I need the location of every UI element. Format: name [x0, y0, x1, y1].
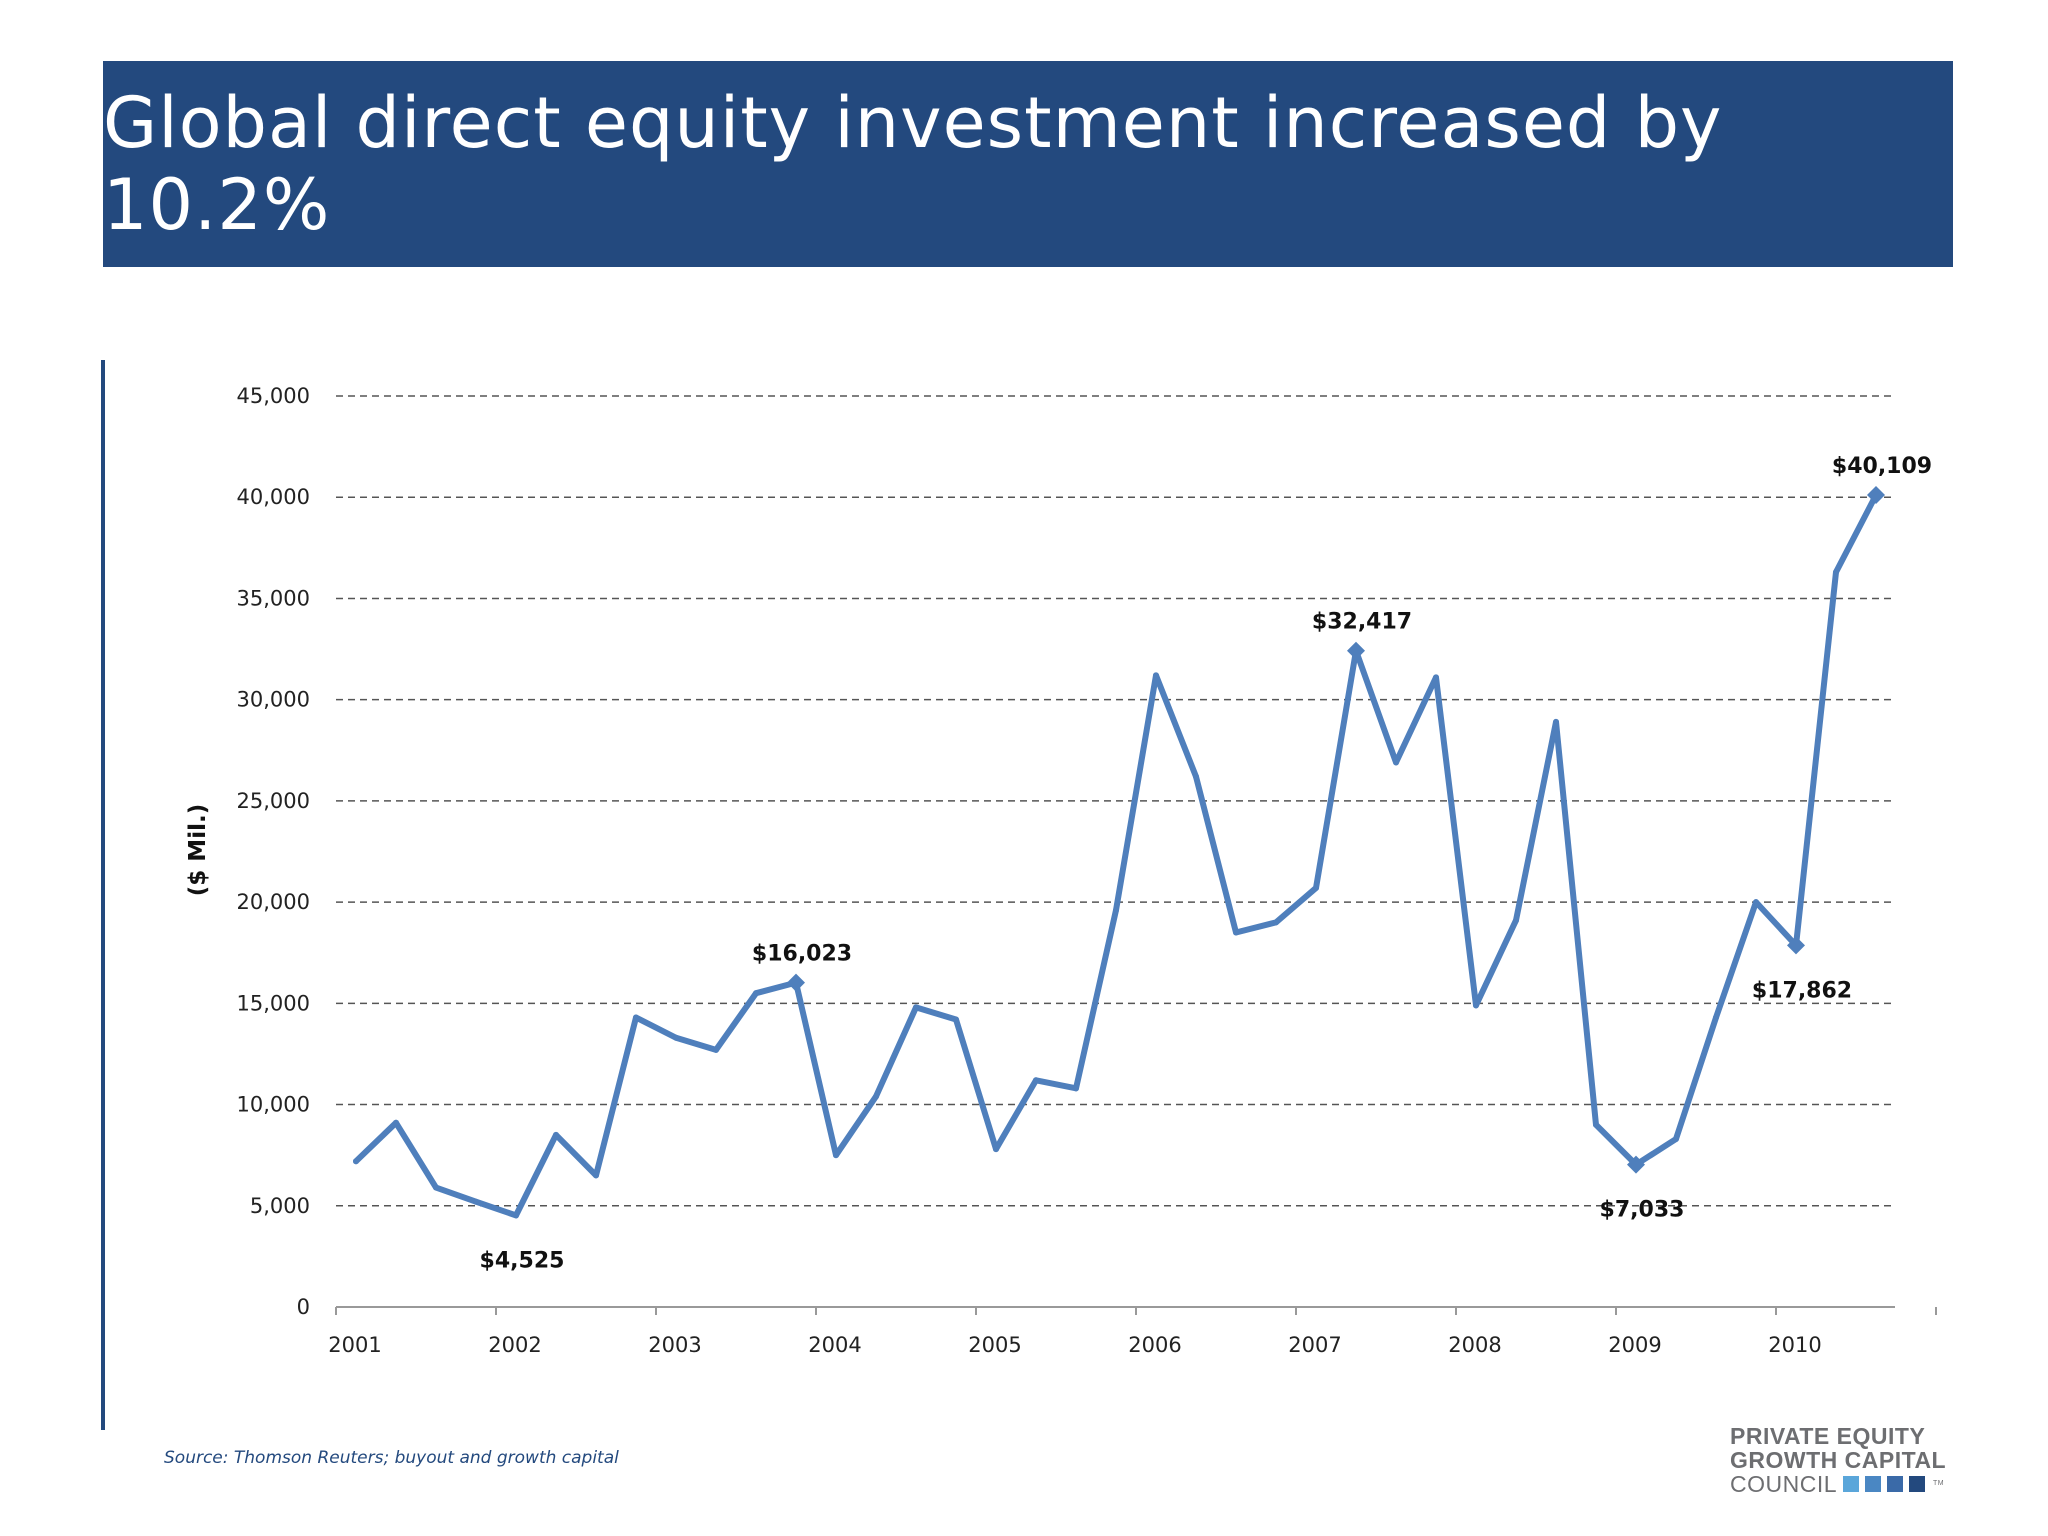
data-point — [1593, 1121, 1599, 1128]
point-marker — [1627, 1155, 1645, 1174]
data-point — [1233, 929, 1239, 936]
y-tick-label: 5,000 — [250, 1194, 310, 1218]
y-tick-label: 20,000 — [237, 890, 310, 914]
point-marker — [1787, 936, 1805, 955]
source-note: Source: Thomson Reuters; buyout and grow… — [164, 1448, 619, 1468]
point-marker — [787, 973, 805, 992]
logo-square-2 — [1865, 1476, 1882, 1492]
x-tick-label: 2008 — [1448, 1333, 1501, 1357]
data-point — [1433, 674, 1439, 681]
data-point — [1033, 1077, 1039, 1084]
y-axis-ticks: 0 5,000 10,000 15,000 20,000 25,000 30,000 35,0… — [237, 384, 310, 1319]
data-label: $16,023 — [752, 942, 852, 967]
data-point — [1393, 759, 1399, 766]
x-tick-label: 2004 — [808, 1333, 861, 1357]
logo-council-text: COUNCIL — [1730, 1471, 1838, 1497]
data-point — [713, 1046, 719, 1053]
x-tick-label: 2009 — [1608, 1333, 1661, 1357]
logo-line-1: PRIVATE EQUITY — [1730, 1423, 1926, 1449]
data-point — [1273, 919, 1279, 926]
data-label: $4,525 — [480, 1248, 565, 1273]
data-point — [913, 1004, 919, 1011]
data-point — [993, 1146, 999, 1153]
data-label: $7,033 — [1600, 1198, 1685, 1223]
x-tick-label: 2010 — [1768, 1333, 1821, 1357]
point-marker — [1347, 641, 1365, 660]
data-point — [1713, 1014, 1719, 1021]
data-point — [753, 990, 759, 997]
data-point — [633, 1014, 639, 1021]
data-point — [873, 1093, 879, 1100]
data-point — [1513, 917, 1519, 924]
data-point — [353, 1158, 359, 1165]
data-point — [1673, 1135, 1679, 1142]
pegcc-logo: PRIVATE EQUITY GROWTH CAPITAL COUNCIL TM — [1730, 1424, 1950, 1496]
data-point — [1553, 718, 1559, 725]
data-label: $40,109 — [1832, 454, 1932, 479]
title-band: Global direct equity investment increase… — [103, 61, 1953, 267]
chart-annotations: $4,525 $16,023 $32,417 $7,033 $17,862 $40,109 — [480, 454, 1933, 1273]
data-point — [513, 1212, 519, 1219]
chart-gridlines — [336, 395, 1895, 1207]
data-point — [1073, 1085, 1079, 1092]
chart-series — [353, 492, 1879, 1219]
y-tick-label: 45,000 — [237, 384, 310, 408]
data-point — [473, 1198, 479, 1205]
y-tick-label: 10,000 — [237, 1093, 310, 1117]
data-point — [393, 1119, 399, 1126]
series-line — [353, 492, 1879, 1219]
data-point — [1113, 907, 1119, 914]
data-point — [953, 1016, 959, 1023]
y-tick-label: 15,000 — [237, 991, 310, 1015]
slide-title: Global direct equity investment increase… — [103, 82, 1723, 246]
y-tick-label: 0 — [297, 1295, 310, 1319]
y-tick-label: 40,000 — [237, 485, 310, 509]
data-point — [433, 1184, 439, 1191]
data-point — [1473, 1002, 1479, 1009]
data-point — [1313, 884, 1319, 891]
data-point — [1753, 899, 1759, 906]
chart-axes — [335, 1306, 1937, 1315]
data-point — [593, 1172, 599, 1179]
data-point — [1153, 672, 1159, 679]
logo-square-4 — [1909, 1476, 1926, 1492]
y-axis-label: ($ Mil.) — [185, 804, 211, 896]
x-tick-label: 2001 — [328, 1333, 381, 1357]
x-tick-label: 2003 — [648, 1333, 701, 1357]
y-tick-label: 35,000 — [237, 586, 310, 610]
logo-square-3 — [1887, 1476, 1904, 1492]
y-tick-label: 30,000 — [237, 688, 310, 712]
data-point — [1193, 773, 1199, 780]
logo-trademark: TM — [1933, 1480, 1945, 1487]
data-point — [673, 1034, 679, 1041]
y-tick-label: 25,000 — [237, 789, 310, 813]
x-tick-label: 2007 — [1288, 1333, 1341, 1357]
data-label: $32,417 — [1312, 610, 1412, 635]
logo-square-1 — [1843, 1476, 1860, 1492]
point-marker — [1867, 486, 1885, 505]
x-tick-label: 2002 — [488, 1333, 541, 1357]
logo-line-3: COUNCIL TM — [1730, 1472, 1950, 1496]
data-point — [553, 1131, 559, 1138]
x-axis-ticks: 2001 2002 2003 2004 2005 2006 2007 2008 2009 2010 — [328, 1333, 1821, 1357]
data-label: $17,862 — [1752, 978, 1852, 1003]
logo-line-2: GROWTH CAPITAL — [1730, 1447, 1947, 1473]
x-tick-label: 2006 — [1128, 1333, 1181, 1357]
x-tick-label: 2005 — [968, 1333, 1021, 1357]
left-rule — [101, 360, 105, 1430]
data-point — [833, 1152, 839, 1159]
data-point — [1833, 569, 1839, 576]
